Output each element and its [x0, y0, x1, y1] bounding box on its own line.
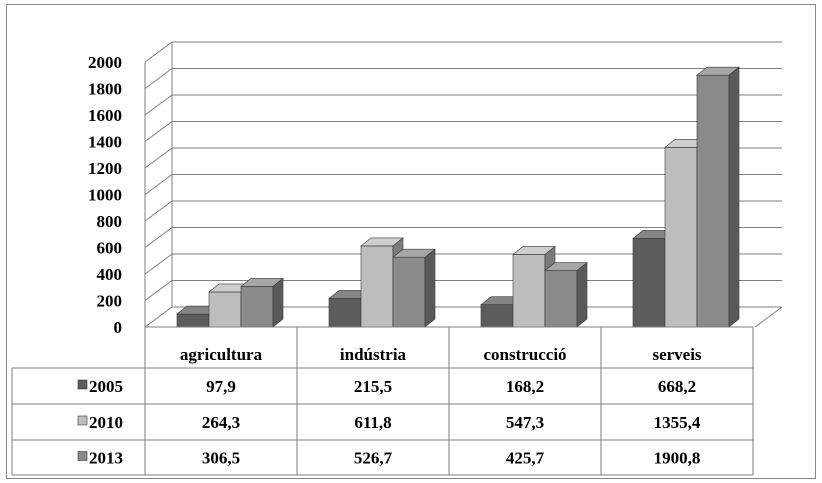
- bar: [480, 304, 514, 328]
- gridline-side: [144, 41, 173, 63]
- y-tick-label: 800: [97, 212, 123, 231]
- data-label: 547,3: [506, 413, 544, 432]
- bar: [664, 147, 698, 328]
- gridline-side: [144, 227, 173, 248]
- data-label: 425,7: [506, 449, 545, 468]
- data-label: 97,9: [206, 377, 236, 396]
- y-tick-label: 1800: [88, 80, 122, 99]
- bar-side: [576, 261, 588, 328]
- y-tick-label: 2000: [88, 53, 122, 72]
- bar: [512, 254, 546, 328]
- bar: [392, 256, 426, 328]
- category-label: agricultura: [180, 345, 263, 364]
- gridline-side: [144, 253, 173, 275]
- y-tick-label: 0: [114, 318, 123, 337]
- data-label: 1355,4: [654, 413, 701, 432]
- legend-swatch: [77, 415, 88, 426]
- gridline-side: [144, 200, 173, 222]
- y-tick-label: 1400: [88, 133, 122, 152]
- bar-side: [272, 277, 284, 328]
- bar: [544, 270, 578, 328]
- gridline-side: [144, 174, 173, 195]
- legend-label: 2013: [89, 449, 123, 468]
- bar: [208, 291, 242, 328]
- gridline-side: [144, 280, 173, 301]
- data-label: 611,8: [354, 413, 391, 432]
- data-label: 668,2: [658, 377, 696, 396]
- bar-side: [424, 248, 436, 328]
- bar: [240, 286, 274, 328]
- data-label: 306,5: [202, 449, 240, 468]
- bar: [176, 313, 210, 328]
- data-label: 215,5: [354, 377, 392, 396]
- data-label: 526,7: [354, 449, 393, 468]
- y-tick-label: 600: [97, 239, 123, 258]
- gridline-side: [144, 306, 173, 328]
- legend-label: 2010: [89, 413, 123, 432]
- y-tick-label: 200: [97, 292, 123, 311]
- legend-label: 2005: [89, 377, 123, 396]
- category-label: serveis: [652, 345, 701, 364]
- y-tick-label: 1600: [88, 106, 122, 125]
- gridline-side: [144, 121, 173, 142]
- data-label: 168,2: [506, 377, 544, 396]
- gridline-side: [144, 68, 173, 89]
- data-label: 264,3: [202, 413, 240, 432]
- floor-edge: [754, 306, 783, 328]
- bar: [696, 74, 730, 328]
- category-label: construcció: [483, 345, 566, 364]
- bar: [328, 298, 362, 328]
- gridline-side: [144, 94, 173, 116]
- y-tick-label: 400: [97, 265, 123, 284]
- data-label: 1900,8: [654, 449, 701, 468]
- bar: [632, 238, 666, 328]
- y-tick-label: 1200: [88, 159, 122, 178]
- y-tick-label: 1000: [88, 186, 122, 205]
- gridline-side: [144, 147, 173, 169]
- bar-side: [728, 66, 740, 328]
- bar: [360, 245, 394, 328]
- legend-swatch: [77, 379, 88, 390]
- legend-swatch: [77, 451, 88, 461]
- category-label: indústria: [340, 345, 407, 364]
